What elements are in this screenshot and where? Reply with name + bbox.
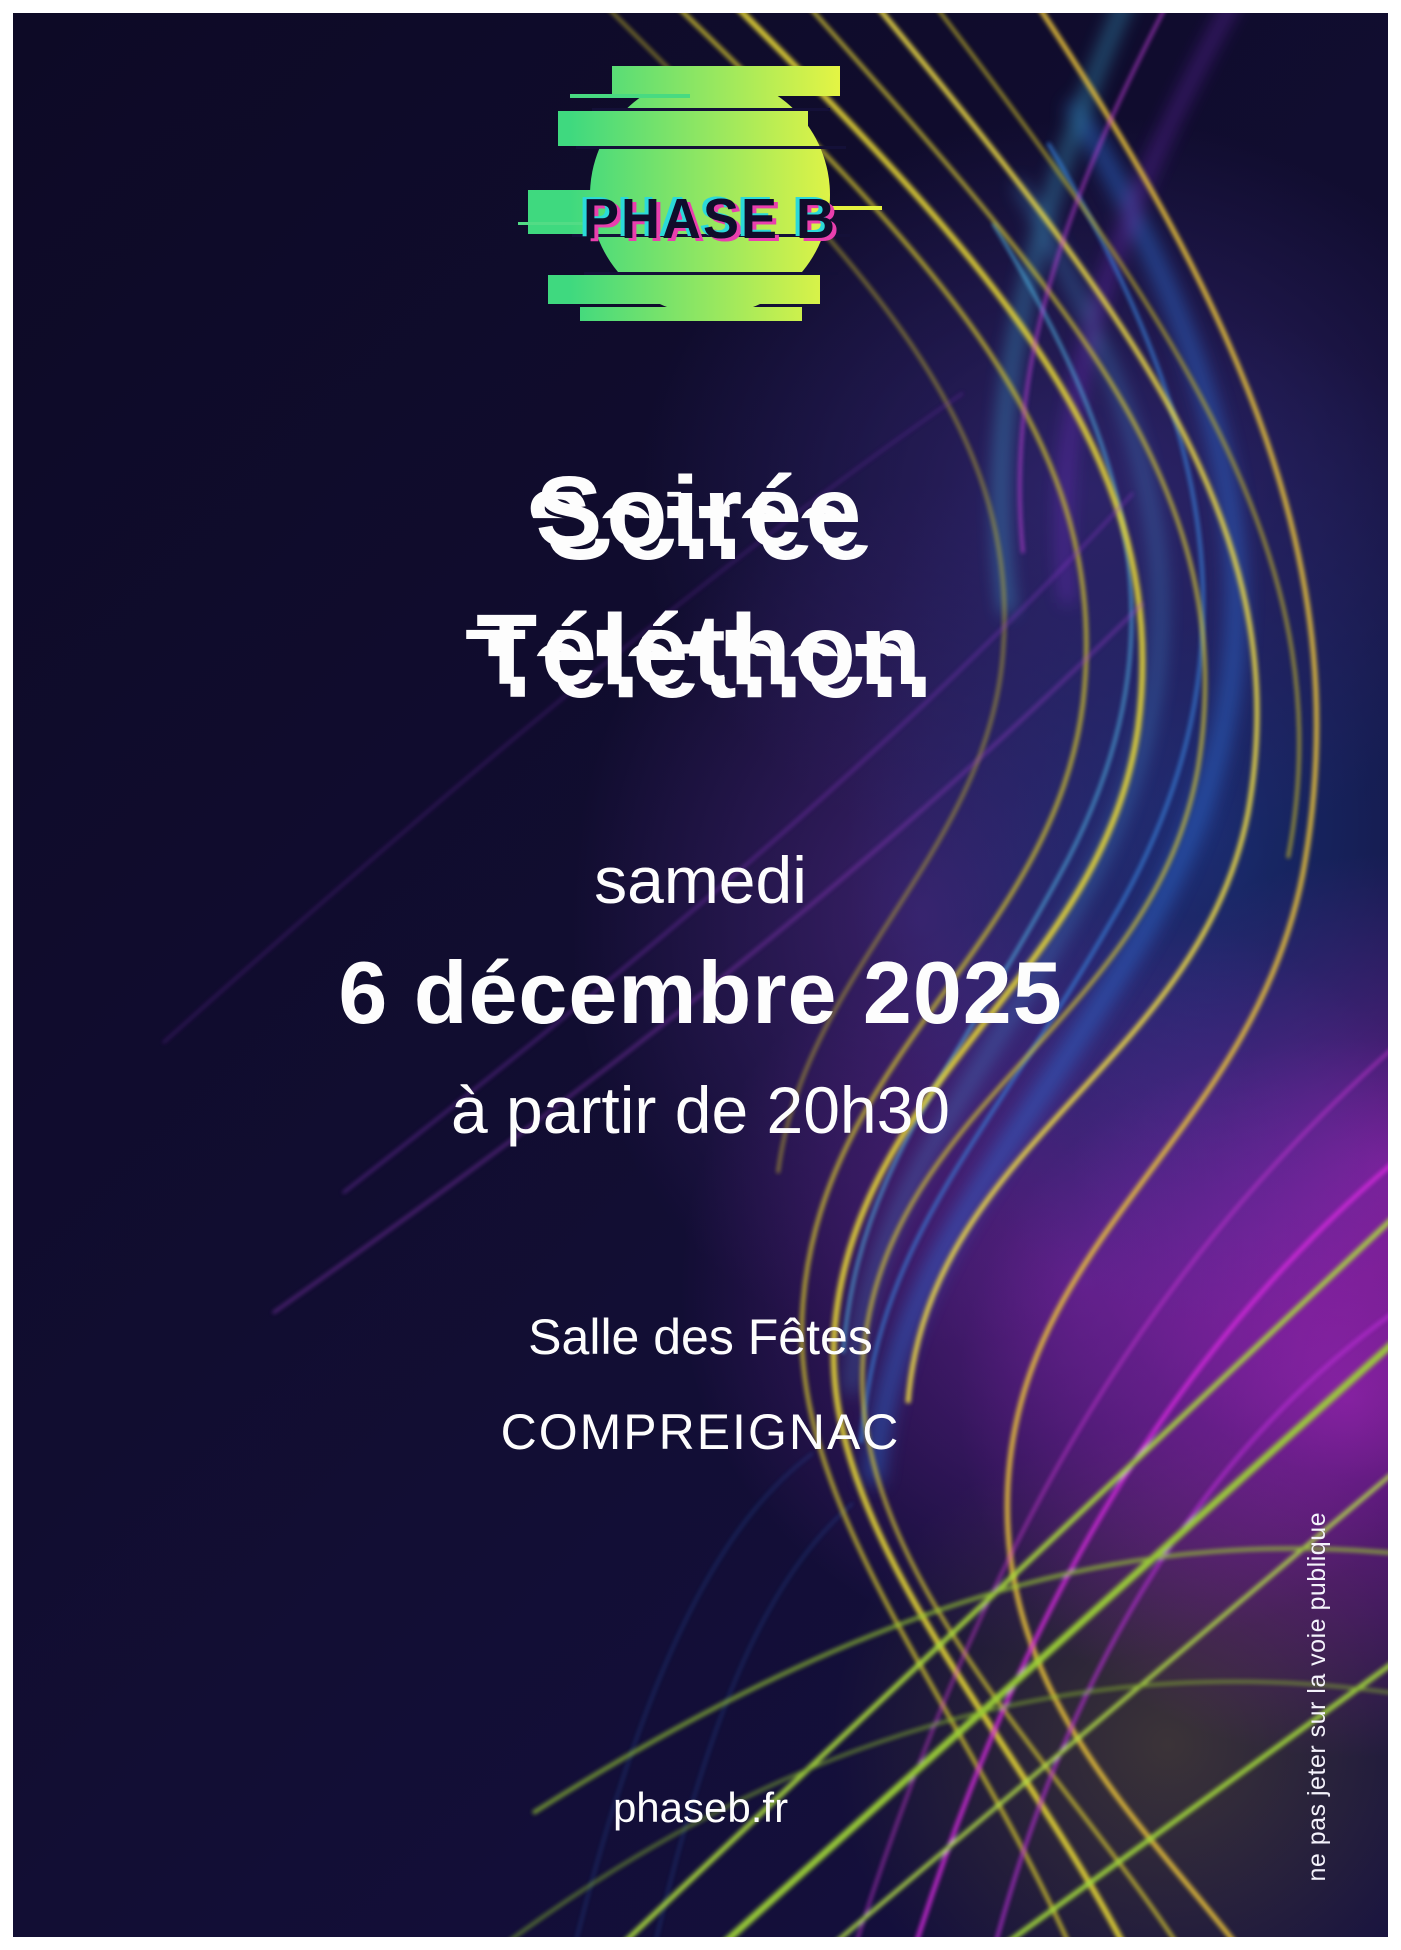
event-title-line2: Téléthon bbox=[13, 581, 1388, 719]
title-telethon: Téléthon bbox=[476, 594, 925, 706]
title-soiree: Soirée bbox=[536, 456, 866, 568]
phase-b-logo: PHASE B bbox=[518, 58, 882, 332]
venue-city: COMPREIGNAC bbox=[500, 1404, 901, 1460]
website-url: phaseb.fr bbox=[612, 1784, 789, 1831]
venue-name: Salle des Fêtes bbox=[528, 1309, 873, 1365]
event-title-line1: Soirée bbox=[13, 443, 1388, 581]
glitch-sphere-icon bbox=[518, 66, 882, 321]
poster: PHASE B Soirée Téléthon samedi 6 décembr… bbox=[13, 13, 1388, 1937]
event-date: 6 décembre 2025 bbox=[338, 943, 1063, 1042]
event-day: samedi bbox=[594, 843, 807, 917]
event-time: à partir de 20h30 bbox=[450, 1073, 951, 1147]
legal-notice: ne pas jeter sur la voie publique bbox=[1303, 1512, 1331, 1882]
brand-name: PHASE B bbox=[582, 187, 838, 251]
